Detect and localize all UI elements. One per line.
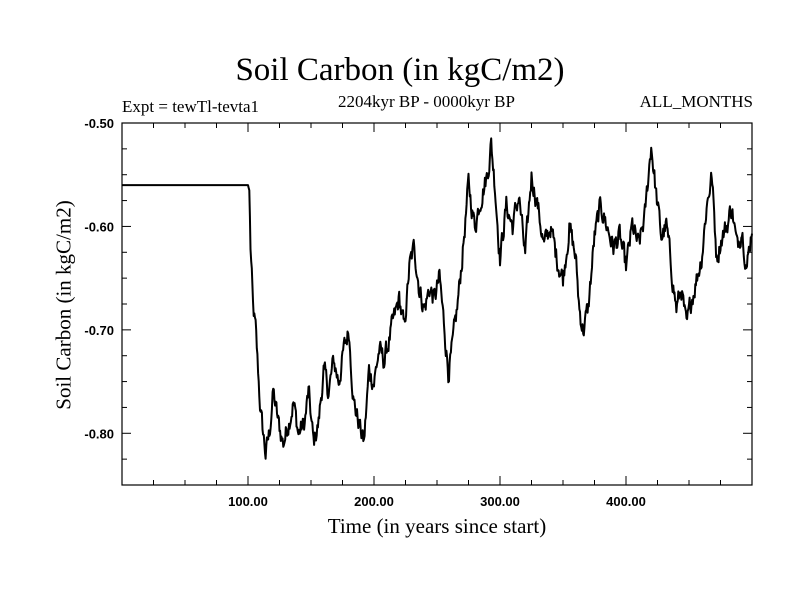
y-tick-label: -0.70: [84, 323, 114, 338]
x-axis-label: Time (in years since start): [327, 514, 547, 538]
x-tick-label: 100.00: [228, 494, 268, 509]
axis-tick-labels: 100.00 200.00 300.00 400.00 -0.50 -0.60 -0.70 -…: [84, 116, 646, 509]
chart-subtitle: 2204kyr BP - 0000kyr BP: [338, 92, 515, 111]
experiment-label: Expt = tewTl-tevta1: [122, 97, 260, 116]
y-tick-label: -0.80: [84, 426, 114, 441]
x-tick-label: 200.00: [354, 494, 394, 509]
series-line-soil-carbon: [122, 137, 753, 460]
chart-title: Soil Carbon (in kgC/m2): [235, 52, 565, 88]
y-axis-label: Soil Carbon (in kgC/m2): [51, 200, 76, 410]
x-tick-label: 400.00: [606, 494, 646, 509]
axis-ticks: [122, 123, 752, 485]
y-tick-label: -0.50: [84, 116, 114, 131]
x-tick-label: 300.00: [480, 494, 520, 509]
plot-frame: [121, 122, 753, 486]
y-tick-label: -0.60: [84, 219, 114, 234]
months-label: ALL_MONTHS: [639, 92, 753, 111]
